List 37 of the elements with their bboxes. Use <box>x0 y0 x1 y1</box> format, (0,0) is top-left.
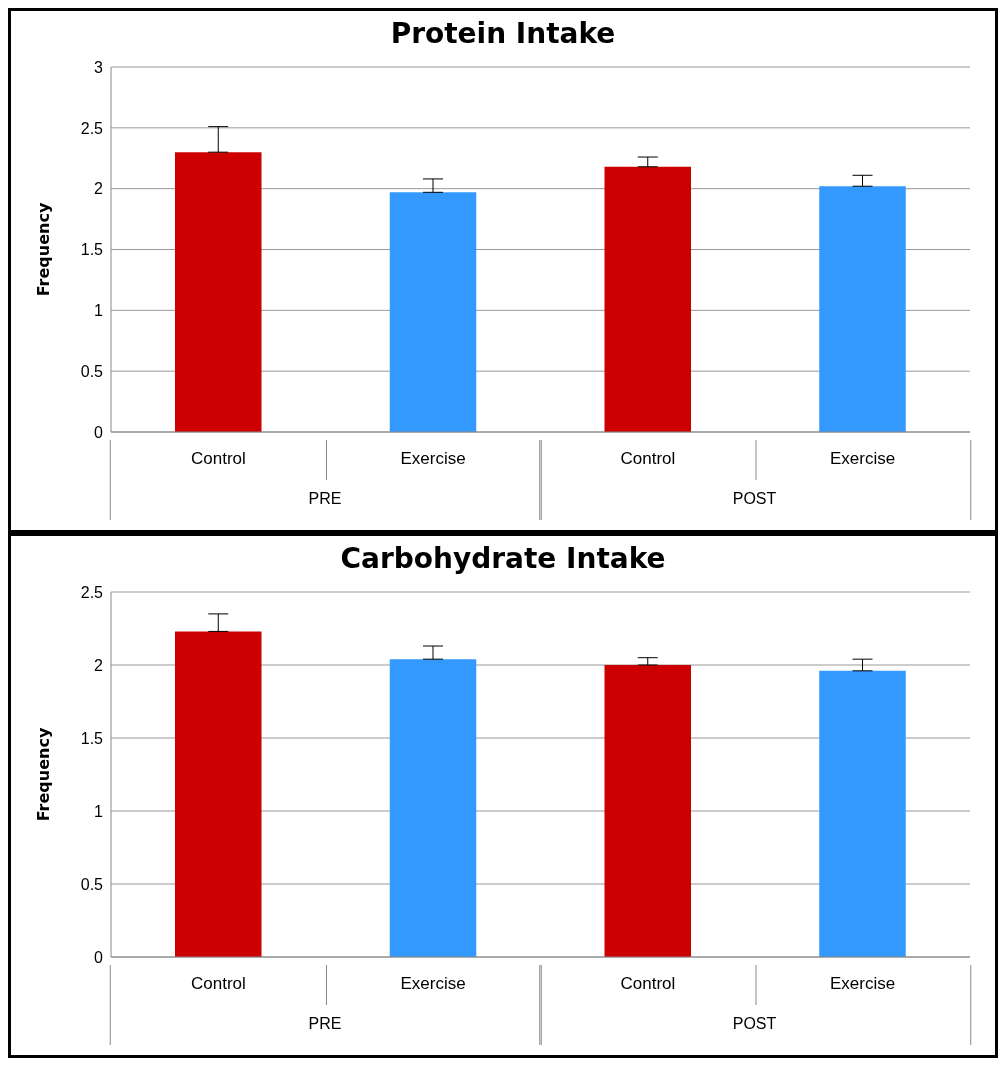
bar <box>819 186 906 432</box>
bar <box>175 631 262 957</box>
y-tick-label: 2.5 <box>80 119 104 137</box>
y-tick-label: 2.5 <box>80 583 104 601</box>
y-tick-label: 1.5 <box>80 241 104 259</box>
x-tick-label: Exercise <box>830 974 896 993</box>
y-tick-label: 2 <box>94 180 104 198</box>
y-tick-label: 0.5 <box>80 875 104 893</box>
y-tick-label: 1 <box>94 302 104 320</box>
chart-title: Protein Intake <box>389 16 617 52</box>
bar <box>604 166 691 432</box>
x-tick-label: Exercise <box>400 449 466 468</box>
y-tick-label: 3 <box>94 58 104 76</box>
bar <box>389 659 477 957</box>
chart-title: Carbohydrate Intake <box>339 541 667 577</box>
bar <box>819 670 906 957</box>
y-tick-label: 0 <box>94 948 104 966</box>
text: PRE <box>308 1015 342 1032</box>
y-axis-title: Frequency <box>33 202 53 297</box>
x-tick-label: Exercise <box>400 974 466 993</box>
y-tick-label: 1 <box>94 802 104 820</box>
bar <box>389 192 477 432</box>
text: POST <box>732 490 777 507</box>
x-tick-label: Exercise <box>830 449 896 468</box>
x-tick-label: Control <box>620 449 676 468</box>
y-axis-title: Frequency <box>33 727 53 822</box>
x-tick-label: Control <box>190 449 246 468</box>
bar <box>175 152 262 432</box>
text: POST <box>732 1015 777 1032</box>
y-tick-label: 0 <box>94 423 104 441</box>
text: PRE <box>308 490 342 507</box>
y-tick-label: 1.5 <box>80 729 104 747</box>
bar <box>604 665 691 957</box>
x-tick-label: Control <box>190 974 246 993</box>
y-tick-label: 2 <box>94 656 104 674</box>
x-tick-label: Control <box>620 974 676 993</box>
y-tick-label: 0.5 <box>80 362 104 380</box>
